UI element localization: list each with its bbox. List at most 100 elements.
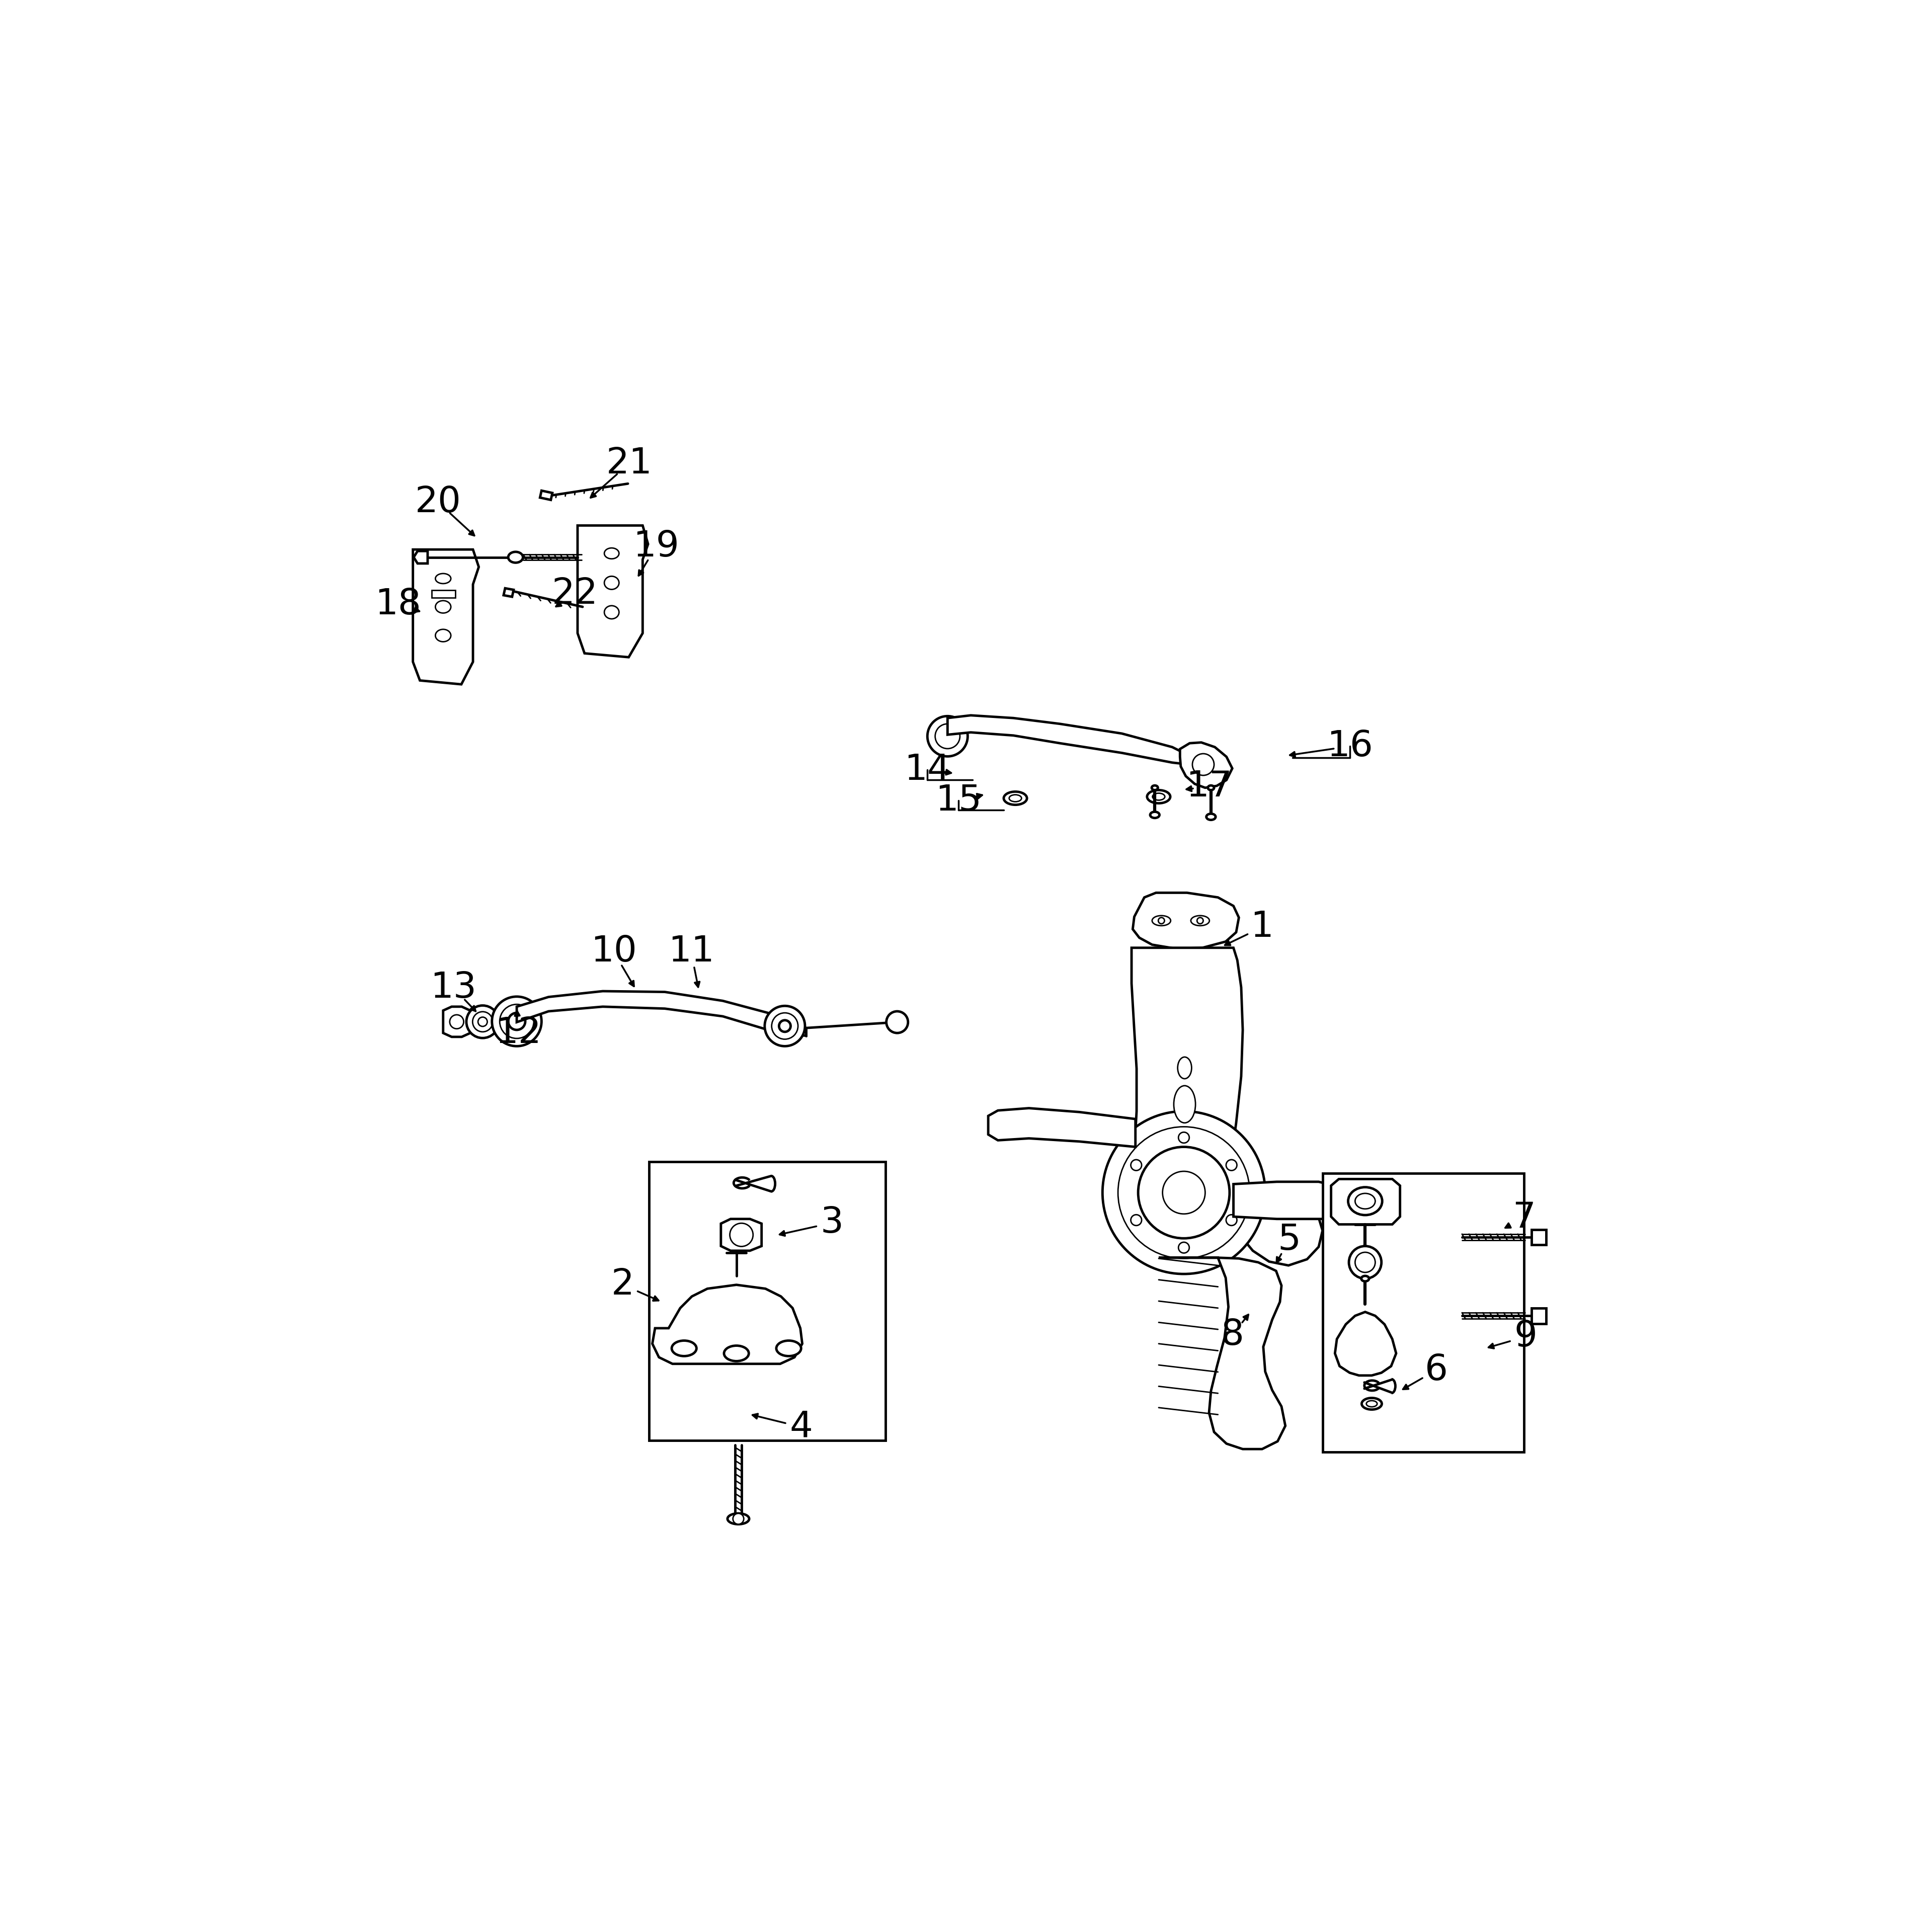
Text: 19: 19 — [634, 529, 680, 564]
Text: 13: 13 — [431, 970, 477, 1005]
Text: 11: 11 — [668, 935, 715, 970]
Ellipse shape — [1206, 813, 1215, 819]
Circle shape — [500, 1005, 533, 1037]
Polygon shape — [987, 1109, 1136, 1148]
Polygon shape — [653, 1285, 802, 1364]
Text: 4: 4 — [790, 1410, 813, 1445]
Circle shape — [732, 1513, 744, 1524]
Circle shape — [935, 725, 960, 748]
Polygon shape — [1532, 1308, 1546, 1323]
Polygon shape — [413, 551, 427, 564]
Polygon shape — [413, 549, 479, 684]
Circle shape — [508, 1012, 526, 1030]
Ellipse shape — [508, 553, 524, 562]
Text: 21: 21 — [607, 446, 653, 481]
Ellipse shape — [605, 549, 618, 558]
Ellipse shape — [435, 601, 450, 612]
Polygon shape — [578, 526, 647, 657]
Ellipse shape — [1354, 1194, 1376, 1209]
Circle shape — [473, 1012, 493, 1032]
Text: 2: 2 — [611, 1267, 634, 1302]
Ellipse shape — [605, 576, 618, 589]
Polygon shape — [947, 715, 1190, 765]
Ellipse shape — [725, 1345, 750, 1362]
Circle shape — [887, 1010, 908, 1034]
Text: 15: 15 — [935, 782, 981, 817]
Circle shape — [493, 997, 541, 1045]
Ellipse shape — [1366, 1401, 1378, 1406]
Circle shape — [730, 1223, 753, 1246]
Ellipse shape — [1179, 1057, 1192, 1078]
Text: 12: 12 — [495, 1016, 541, 1051]
Polygon shape — [1132, 893, 1238, 949]
Polygon shape — [1130, 949, 1323, 1265]
Bar — [431, 589, 456, 597]
Circle shape — [1227, 1159, 1236, 1171]
Polygon shape — [1233, 1182, 1354, 1219]
Circle shape — [1179, 1242, 1190, 1254]
Ellipse shape — [1009, 794, 1022, 802]
Bar — [1323, 1173, 1524, 1453]
Circle shape — [765, 1007, 806, 1045]
Ellipse shape — [777, 1341, 802, 1356]
Polygon shape — [1331, 1179, 1401, 1225]
Circle shape — [1119, 1126, 1250, 1258]
Ellipse shape — [672, 1341, 697, 1356]
Ellipse shape — [1190, 916, 1209, 925]
Ellipse shape — [1151, 916, 1171, 925]
Ellipse shape — [1349, 1186, 1381, 1215]
Text: 7: 7 — [1513, 1200, 1536, 1235]
Circle shape — [1354, 1252, 1376, 1273]
Polygon shape — [1180, 742, 1233, 788]
Ellipse shape — [435, 630, 450, 641]
Ellipse shape — [1362, 1399, 1381, 1410]
Polygon shape — [1335, 1312, 1397, 1376]
Text: 6: 6 — [1426, 1352, 1447, 1387]
Polygon shape — [516, 991, 806, 1036]
Circle shape — [1349, 1246, 1381, 1279]
Polygon shape — [1159, 1258, 1285, 1449]
Circle shape — [1103, 1111, 1265, 1273]
Text: 1: 1 — [1250, 910, 1273, 945]
Ellipse shape — [1150, 811, 1159, 817]
Circle shape — [1179, 1132, 1190, 1144]
Text: 9: 9 — [1515, 1320, 1538, 1354]
Ellipse shape — [1148, 790, 1171, 804]
Ellipse shape — [1175, 1086, 1196, 1122]
Bar — [649, 1161, 885, 1441]
Circle shape — [1192, 753, 1213, 775]
Ellipse shape — [1208, 786, 1213, 790]
Ellipse shape — [1151, 786, 1157, 790]
Ellipse shape — [435, 574, 450, 583]
Text: 18: 18 — [375, 587, 421, 622]
Polygon shape — [1532, 1229, 1546, 1244]
Circle shape — [466, 1005, 498, 1037]
Circle shape — [1159, 918, 1165, 923]
Polygon shape — [504, 587, 514, 597]
Circle shape — [779, 1020, 790, 1032]
Circle shape — [450, 1014, 464, 1028]
Ellipse shape — [1005, 792, 1028, 806]
Text: 16: 16 — [1327, 728, 1374, 763]
Circle shape — [771, 1012, 798, 1039]
Circle shape — [927, 717, 968, 757]
Text: 20: 20 — [415, 485, 462, 520]
Circle shape — [1198, 918, 1204, 923]
Text: 10: 10 — [591, 935, 638, 970]
Circle shape — [1130, 1159, 1142, 1171]
Text: 5: 5 — [1277, 1223, 1300, 1258]
Text: 3: 3 — [821, 1206, 844, 1240]
Circle shape — [477, 1016, 487, 1026]
Circle shape — [1138, 1148, 1229, 1238]
Polygon shape — [721, 1219, 761, 1250]
Circle shape — [1130, 1215, 1142, 1225]
Circle shape — [1227, 1215, 1236, 1225]
Polygon shape — [539, 491, 553, 500]
Circle shape — [1163, 1171, 1206, 1213]
Ellipse shape — [605, 607, 618, 618]
Text: 8: 8 — [1221, 1318, 1244, 1352]
Ellipse shape — [1153, 794, 1165, 800]
Text: 17: 17 — [1186, 769, 1233, 804]
Text: 14: 14 — [904, 752, 951, 786]
Polygon shape — [442, 1007, 469, 1037]
